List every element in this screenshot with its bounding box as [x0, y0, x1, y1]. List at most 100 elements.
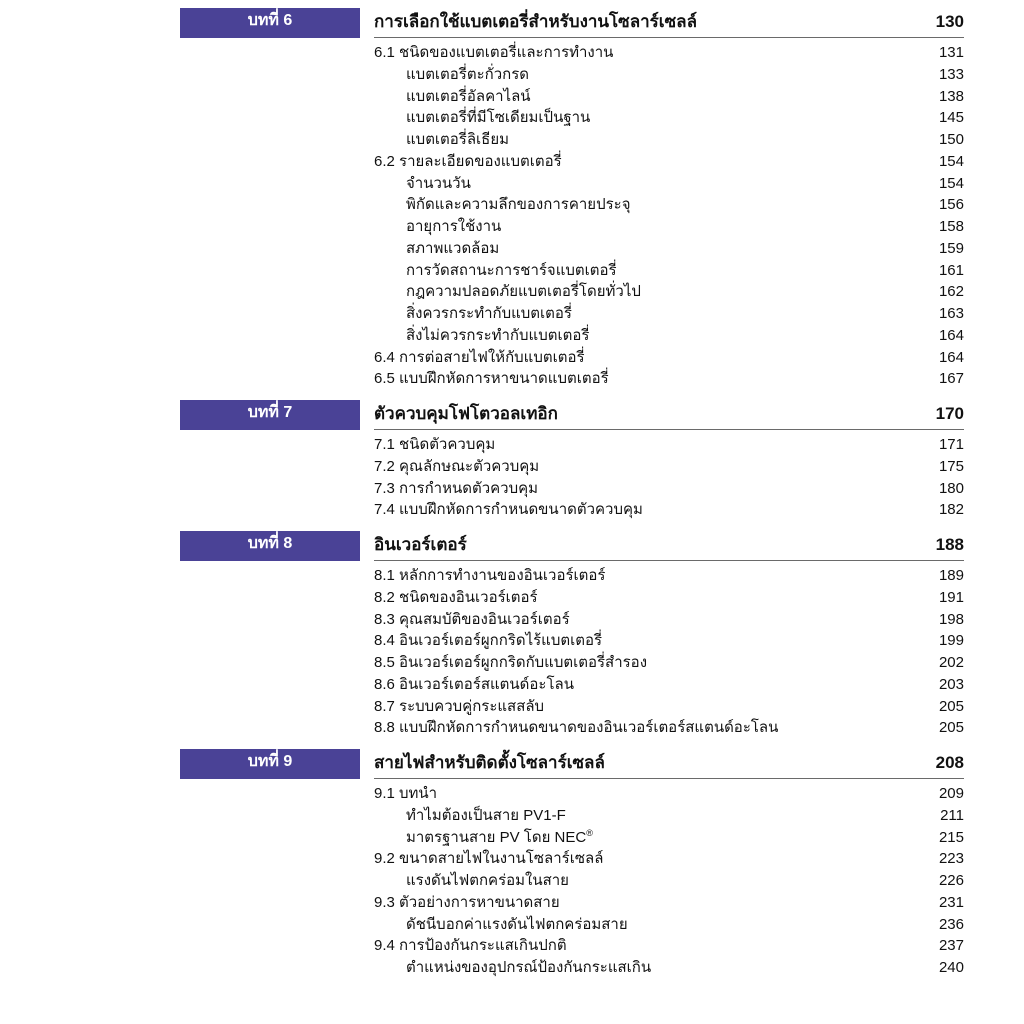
toc-item-page: 237: [919, 935, 964, 957]
chapter-title: ตัวควบคุมโฟโตวอลเทอิก: [374, 400, 919, 427]
chapter-title-row: สายไฟสำหรับติดตั้งโซลาร์เซลล์208: [374, 749, 964, 779]
chapter-title: การเลือกใช้แบตเตอรี่สำหรับงานโซลาร์เซลล์: [374, 8, 919, 35]
chapter-title-row: อินเวอร์เตอร์188: [374, 531, 964, 561]
toc-item-label: ดัชนีบอกค่าแรงดันไฟตกคร่อมสาย: [374, 914, 919, 936]
toc-item-label: แบตเตอรี่ตะกั่วกรด: [374, 64, 919, 86]
toc-item: 9.4 การป้องกันกระแสเกินปกติ237: [374, 935, 964, 957]
toc-item-label: แรงดันไฟตกคร่อมในสาย: [374, 870, 919, 892]
toc-item-label: 9.1 บทนำ: [374, 783, 919, 805]
toc-item-label: 9.4 การป้องกันกระแสเกินปกติ: [374, 935, 919, 957]
chapter-title-row: ตัวควบคุมโฟโตวอลเทอิก170: [374, 400, 964, 430]
toc-item: 9.3 ตัวอย่างการหาขนาดสาย231: [374, 892, 964, 914]
toc-item-page: 150: [919, 129, 964, 151]
toc-item-page: 199: [919, 630, 964, 652]
toc-item-label: 6.1 ชนิดของแบตเตอรี่และการทำงาน: [374, 42, 919, 64]
toc-item: 6.1 ชนิดของแบตเตอรี่และการทำงาน131: [374, 42, 964, 64]
toc-item-page: 131: [919, 42, 964, 64]
chapter-title: อินเวอร์เตอร์: [374, 531, 919, 558]
toc-item-page: 205: [919, 717, 964, 739]
toc-item-label: 8.2 ชนิดของอินเวอร์เตอร์: [374, 587, 919, 609]
toc-item-label: 7.2 คุณลักษณะตัวควบคุม: [374, 456, 919, 478]
toc-item-page: 223: [919, 848, 964, 870]
chapter-header: บทที่ 9 สายไฟสำหรับติดตั้งโซลาร์เซลล์208: [0, 749, 964, 779]
toc-item-label: 8.3 คุณสมบัติของอินเวอร์เตอร์: [374, 609, 919, 631]
toc-item-label: ตำแหน่งของอุปกรณ์ป้องกันกระแสเกิน: [374, 957, 919, 979]
toc-item: 7.3 การกำหนดตัวควบคุม180: [374, 478, 964, 500]
chapter-header: บทที่ 8 อินเวอร์เตอร์188: [0, 531, 964, 561]
toc-item: 8.1 หลักการทำงานของอินเวอร์เตอร์189: [374, 565, 964, 587]
toc-item: 8.5 อินเวอร์เตอร์ผูกกริดกับแบตเตอรี่สำรอ…: [374, 652, 964, 674]
toc-item-label: 8.4 อินเวอร์เตอร์ผูกกริดไร้แบตเตอรี่: [374, 630, 919, 652]
toc-item-label: อายุการใช้งาน: [374, 216, 919, 238]
toc-item-label: พิกัดและความลึกของการคายประจุ: [374, 194, 919, 216]
chapter-items: 9.1 บทนำ209ทำไมต้องเป็นสาย PV1-F211มาตรฐ…: [0, 783, 964, 979]
chapter-title-row: การเลือกใช้แบตเตอรี่สำหรับงานโซลาร์เซลล์…: [374, 8, 964, 38]
toc-item: แรงดันไฟตกคร่อมในสาย226: [374, 870, 964, 892]
toc-item-page: 182: [919, 499, 964, 521]
toc-item-page: 205: [919, 696, 964, 718]
toc-item: 6.4 การต่อสายไฟให้กับแบตเตอรี่164: [374, 347, 964, 369]
toc-item-label: 8.1 หลักการทำงานของอินเวอร์เตอร์: [374, 565, 919, 587]
toc-item-label: 8.7 ระบบควบคู่กระแสสลับ: [374, 696, 919, 718]
chapter: บทที่ 7 ตัวควบคุมโฟโตวอลเทอิก170 7.1 ชนิดต…: [0, 400, 964, 521]
toc-item-label: สิ่งไม่ควรกระทำกับแบตเตอรี่: [374, 325, 919, 347]
toc-item-page: 164: [919, 347, 964, 369]
toc-item-page: 211: [919, 805, 964, 827]
chapter-page: 188: [919, 535, 964, 555]
chapter-badge: บทที่ 9: [180, 749, 360, 779]
chapter-title: สายไฟสำหรับติดตั้งโซลาร์เซลล์: [374, 749, 919, 776]
toc-item-page: 175: [919, 456, 964, 478]
toc-item-label: 8.5 อินเวอร์เตอร์ผูกกริดกับแบตเตอรี่สำรอ…: [374, 652, 919, 674]
toc-item: มาตรฐานสาย PV โดย NEC®215: [374, 827, 964, 849]
toc-item-label: 8.6 อินเวอร์เตอร์สแตนด์อะโลน: [374, 674, 919, 696]
chapter: บทที่ 8อินเวอร์เตอร์1888.1 หลักการทำงานข…: [0, 531, 964, 739]
toc-item-page: 171: [919, 434, 964, 456]
toc-item: 6.2 รายละเอียดของแบตเตอรี่154: [374, 151, 964, 173]
toc-item-label: ทำไมต้องเป็นสาย PV1-F: [374, 805, 919, 827]
chapter-page: 170: [919, 404, 964, 424]
toc-item: แบตเตอรี่ตะกั่วกรด133: [374, 64, 964, 86]
toc-item: 7.1 ชนิดตัวควบคุม171: [374, 434, 964, 456]
toc-item: ตำแหน่งของอุปกรณ์ป้องกันกระแสเกิน240: [374, 957, 964, 979]
toc-item-page: 215: [919, 827, 964, 849]
chapter-badge: บทที่ 8: [180, 531, 360, 561]
toc-item-page: 203: [919, 674, 964, 696]
chapter: บทที่ 9 สายไฟสำหรับติดตั้งโซลาร์เซลล์208 9…: [0, 749, 964, 979]
toc-item-label: 9.2 ขนาดสายไฟในงานโซลาร์เซลล์: [374, 848, 919, 870]
toc-item: 7.2 คุณลักษณะตัวควบคุม175: [374, 456, 964, 478]
toc-root: บทที่ 6การเลือกใช้แบตเตอรี่สำหรับงานโซลา…: [0, 8, 964, 979]
toc-item-page: 189: [919, 565, 964, 587]
toc-item: จำนวนวัน154: [374, 173, 964, 195]
toc-item-page: 226: [919, 870, 964, 892]
toc-item-page: 162: [919, 281, 964, 303]
toc-item-page: 202: [919, 652, 964, 674]
toc-item: 8.7 ระบบควบคู่กระแสสลับ205: [374, 696, 964, 718]
chapter-header: บทที่ 7 ตัวควบคุมโฟโตวอลเทอิก170: [0, 400, 964, 430]
toc-item: แบตเตอรี่ลิเธียม150: [374, 129, 964, 151]
toc-item: 7.4 แบบฝึกหัดการกำหนดขนาดตัวควบคุม182: [374, 499, 964, 521]
toc-item-label: จำนวนวัน: [374, 173, 919, 195]
toc-item-page: 156: [919, 194, 964, 216]
toc-item-page: 231: [919, 892, 964, 914]
toc-item: 8.2 ชนิดของอินเวอร์เตอร์191: [374, 587, 964, 609]
toc-item-label: แบตเตอรี่ที่มีโซเดียมเป็นฐาน: [374, 107, 919, 129]
toc-item: แบตเตอรี่ที่มีโซเดียมเป็นฐาน145: [374, 107, 964, 129]
toc-item: กฎความปลอดภัยแบตเตอรี่โดยทั่วไป162: [374, 281, 964, 303]
toc-item: 6.5 แบบฝึกหัดการหาขนาดแบตเตอรี่167: [374, 368, 964, 390]
toc-item-page: 133: [919, 64, 964, 86]
toc-item-label: 9.3 ตัวอย่างการหาขนาดสาย: [374, 892, 919, 914]
toc-item-page: 158: [919, 216, 964, 238]
toc-item: แบตเตอรี่อัลคาไลน์138: [374, 86, 964, 108]
toc-item-page: 154: [919, 151, 964, 173]
toc-item-page: 145: [919, 107, 964, 129]
chapter-badge: บทที่ 7: [180, 400, 360, 430]
toc-item-page: 164: [919, 325, 964, 347]
toc-item-page: 209: [919, 783, 964, 805]
toc-item-label: สิ่งควรกระทำกับแบตเตอรี่: [374, 303, 919, 325]
toc-item-page: 159: [919, 238, 964, 260]
toc-item: สิ่งไม่ควรกระทำกับแบตเตอรี่164: [374, 325, 964, 347]
toc-item-page: 138: [919, 86, 964, 108]
toc-item-page: 161: [919, 260, 964, 282]
toc-item-label: สภาพแวดล้อม: [374, 238, 919, 260]
toc-item: 8.6 อินเวอร์เตอร์สแตนด์อะโลน203: [374, 674, 964, 696]
